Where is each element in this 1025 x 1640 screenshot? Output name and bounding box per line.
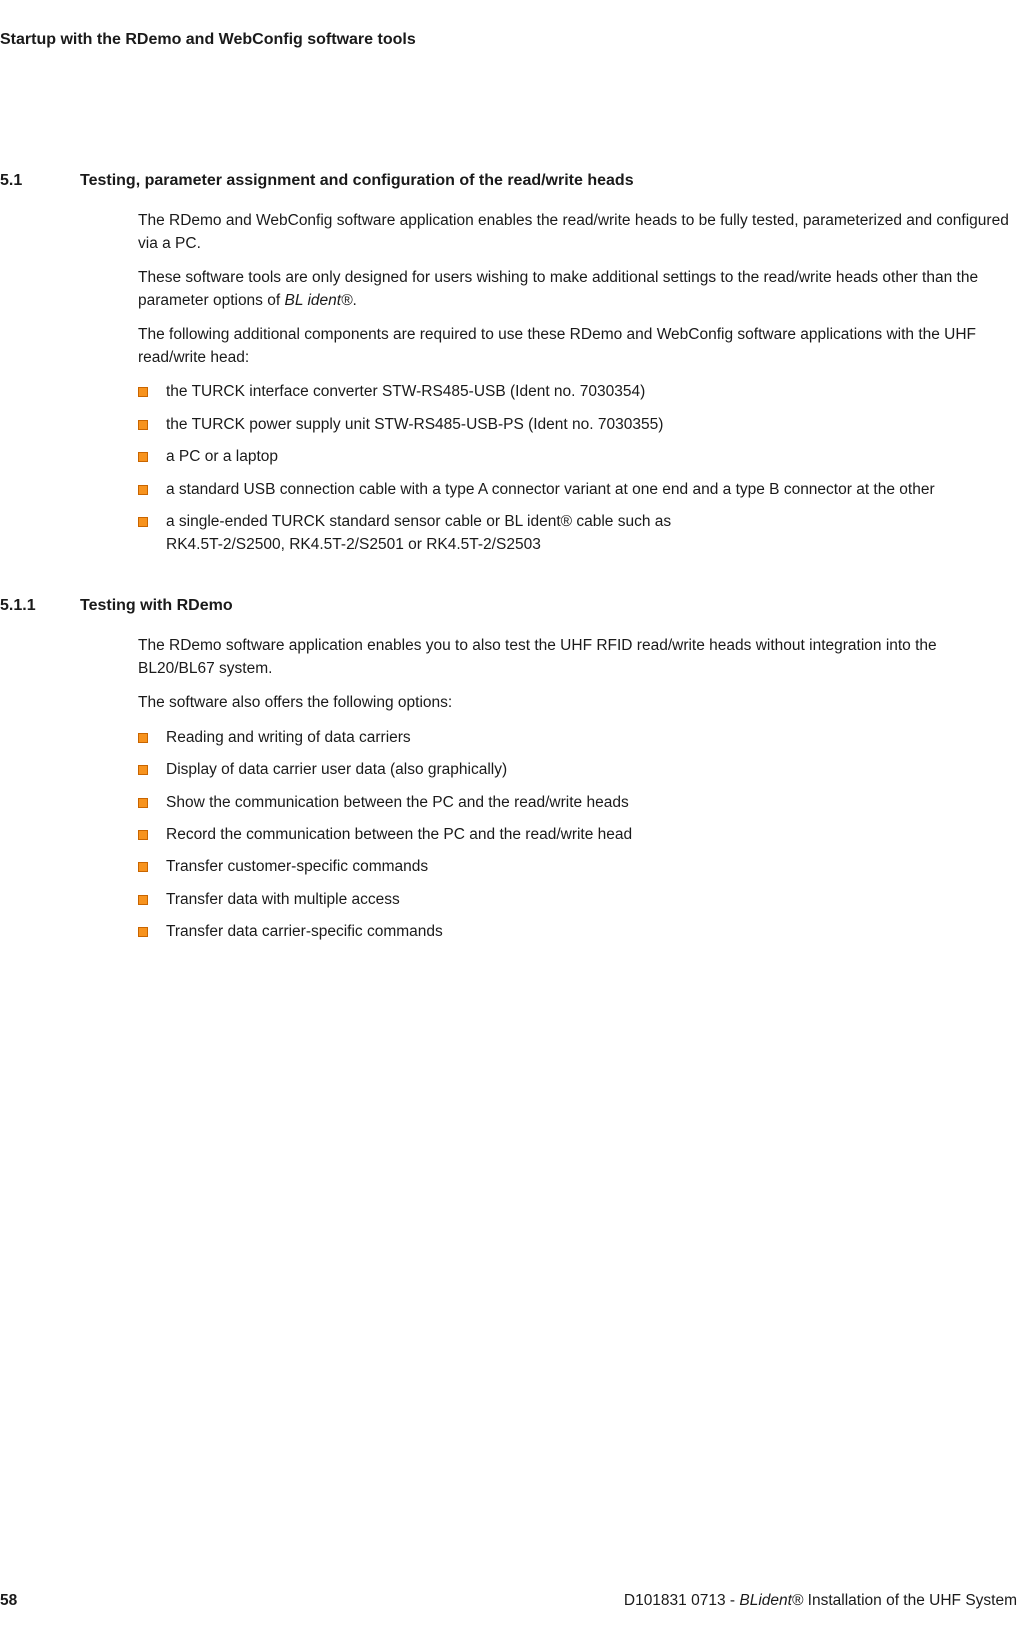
section-5-1-1-list: Reading and writing of data carriers Dis… [138, 727, 1015, 944]
list-item-5b: BL ident® [504, 513, 572, 530]
section-5-1-title: Testing, parameter assignment and config… [80, 169, 634, 192]
section-5-1-para-2b: BL ident® [284, 292, 352, 309]
section-5-1-heading: 5.1 Testing, parameter assignment and co… [0, 169, 1025, 192]
list-item: the TURCK power supply unit STW-RS485-US… [138, 414, 1015, 436]
section-5-1-para-1: The RDemo and WebConfig software applica… [138, 210, 1015, 255]
list-item: a PC or a laptop [138, 446, 1015, 468]
list-item: Display of data carrier user data (also … [138, 759, 1015, 781]
list-item: Record the communication between the PC … [138, 824, 1015, 846]
list-item-5d: RK4.5T-2/S2500, RK4.5T-2/S2501 or RK4.5T… [166, 536, 541, 553]
list-item: Reading and writing of data carriers [138, 727, 1015, 749]
section-5-1-para-2a: These software tools are only designed f… [138, 269, 978, 308]
doc-ref-a: D101831 0713 - [624, 1592, 739, 1609]
section-5-1-para-2c: . [353, 292, 357, 309]
section-5-1-1-number: 5.1.1 [0, 594, 80, 617]
page-header: Startup with the RDemo and WebConfig sof… [0, 28, 1025, 51]
section-5-1-1-title: Testing with RDemo [80, 594, 233, 617]
list-item: Transfer data with multiple access [138, 889, 1015, 911]
doc-ref-b: BLident® [739, 1592, 803, 1609]
doc-ref-c: Installation of the UHF System [803, 1592, 1017, 1609]
section-5-1-para-3: The following additional components are … [138, 324, 1015, 369]
section-5-1-number: 5.1 [0, 169, 80, 192]
list-item: the TURCK interface converter STW-RS485-… [138, 381, 1015, 403]
list-item: a single-ended TURCK standard sensor cab… [138, 511, 1015, 556]
list-item-5a: a single-ended TURCK standard sensor cab… [166, 513, 504, 530]
list-item-5c: cable such as [572, 513, 671, 530]
page-container: Startup with the RDemo and WebConfig sof… [0, 0, 1025, 944]
section-5-1-1-heading: 5.1.1 Testing with RDemo [0, 594, 1025, 617]
section-5-1-1-para-2: The software also offers the following o… [138, 692, 1015, 714]
section-5-1-list: the TURCK interface converter STW-RS485-… [138, 381, 1015, 556]
list-item: Transfer data carrier-specific commands [138, 921, 1015, 943]
doc-reference: D101831 0713 - BLident® Installation of … [624, 1590, 1017, 1612]
list-item: Transfer customer-specific commands [138, 856, 1015, 878]
section-5-1-1-para-1: The RDemo software application enables y… [138, 635, 1015, 680]
page-number: 58 [0, 1590, 17, 1612]
list-item: Show the communication between the PC an… [138, 792, 1015, 814]
section-5-1-para-2: These software tools are only designed f… [138, 267, 1015, 312]
page-footer: 58 D101831 0713 - BLident® Installation … [0, 1590, 1017, 1612]
list-item: a standard USB connection cable with a t… [138, 479, 1015, 501]
